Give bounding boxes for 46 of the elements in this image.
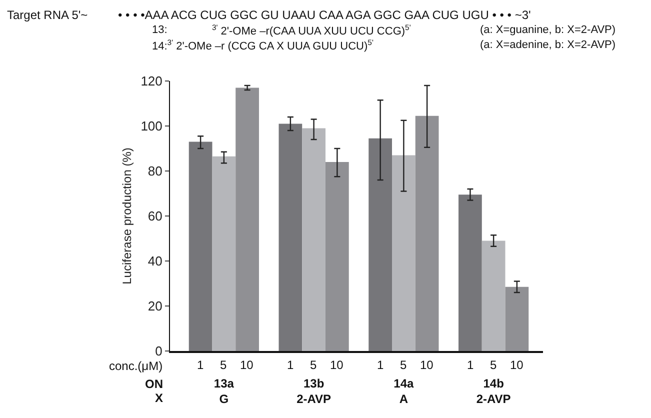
text: X [155,391,164,405]
series-label: 5 [220,358,227,372]
x-tick-label: 14a A [394,376,414,406]
bar [368,138,392,351]
bar [236,88,259,351]
text: 5 [310,358,317,372]
y-axis-title: Luciferase production (%) [120,148,134,284]
y-tick-label: 60 [148,208,162,224]
text: 1 [467,358,474,372]
text: (a: X=adenine, b: X=2-AVP) [480,39,616,51]
x-tick-label: 14b 2-AVP [476,376,511,406]
text: $^{3'}$ 2'-OMe –r(CAA UUA XUU UCU CCG)$^{5'}$ [212,23,412,38]
y-tick-label: 40 [148,254,162,269]
text: Target RNA 5'~ [7,8,88,22]
text: 5 [490,358,497,372]
text: 13: [152,24,168,36]
x-tick-label: 13a G [214,376,234,406]
text: 10 [510,358,524,372]
text: (a: X=guanine, b: X=2-AVP) [480,24,616,36]
text: 14:$^{3'}$ 2'-OMe –r (CCG CA X UUA GUU UCU)$^{5'}$ [152,38,374,53]
y-tick-label: 20 [148,298,162,314]
text: 1 [377,358,384,372]
text: 10 [420,358,434,372]
y-tick-label: 100 [140,118,162,134]
text: • • • •AAA ACG CUG GGC GU UAAU CAA AGA GGC GAA CUG UGU • • • ~3' [118,8,531,22]
y-tick-label: 120 [140,74,162,89]
y-tick-label: 0 [155,344,162,359]
series-label: 10 [240,358,254,372]
text: 10 [330,358,344,372]
bar [415,116,439,351]
text: 5 [400,358,407,372]
bar [505,286,529,351]
bar [212,156,236,351]
bar [392,155,416,351]
bar [302,128,326,351]
text: 1 [287,358,294,372]
bar [278,124,302,351]
x-tick-label: 13b 2-AVP [296,376,332,406]
bar [482,240,506,351]
text: ON [145,377,163,391]
bar [188,142,212,351]
text: conc.(μM) [109,359,163,373]
y-tick-label: 80 [148,164,162,179]
bar [458,194,482,351]
bar [325,162,349,351]
series-label: 1 [197,358,204,372]
